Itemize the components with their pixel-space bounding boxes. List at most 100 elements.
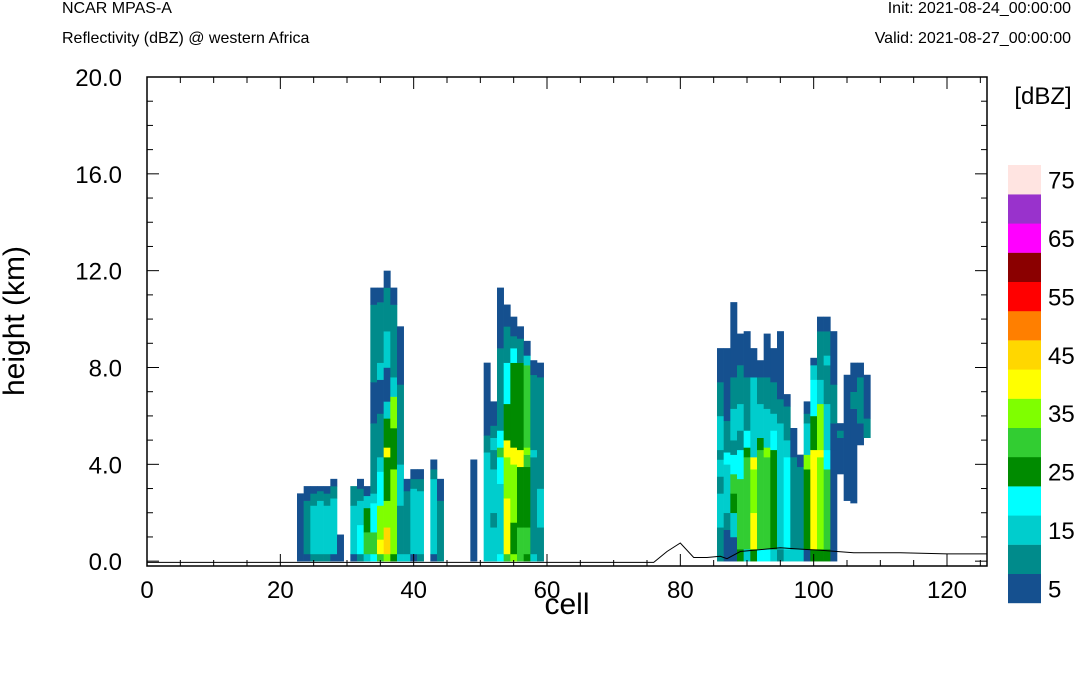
reflectivity-cell — [363, 532, 371, 555]
reflectivity-cell — [323, 553, 331, 562]
reflectivity-cell — [830, 384, 838, 424]
reflectivity-cell — [837, 437, 844, 475]
reflectivity-cell — [523, 365, 531, 448]
reflectivity-cell — [817, 403, 824, 451]
reflectivity-cell — [497, 553, 504, 562]
reflectivity-cell — [503, 457, 511, 499]
y-tick-label: 12.0 — [75, 259, 122, 286]
colorbar-swatch — [1008, 311, 1041, 341]
reflectivity-cell — [350, 505, 358, 555]
reflectivity-cells — [297, 270, 871, 562]
valid-time: Valid: 2021-08-27_00:00:00 — [874, 30, 1071, 47]
reflectivity-cell — [417, 553, 424, 562]
reflectivity-cell — [437, 478, 444, 501]
reflectivity-cell — [737, 449, 744, 480]
reflectivity-cell — [323, 486, 331, 494]
reflectivity-cell — [743, 377, 751, 431]
y-tick-label: 16.0 — [75, 162, 122, 189]
plot-frame — [146, 76, 988, 567]
colorbar-swatch — [1008, 544, 1041, 574]
reflectivity-cell — [750, 377, 758, 458]
reflectivity-cell — [397, 553, 404, 562]
reflectivity-cell — [750, 512, 758, 550]
reflectivity-cell — [317, 486, 324, 492]
reflectivity-cell — [730, 454, 738, 475]
colorbar-unit: [dBZ] — [1014, 83, 1071, 110]
reflectivity-cell — [830, 423, 838, 451]
reflectivity-cell — [317, 500, 324, 555]
reflectivity-cell — [377, 302, 384, 363]
reflectivity-cell — [810, 449, 818, 550]
reflectivity-cell — [390, 304, 398, 378]
reflectivity-cell — [730, 493, 738, 514]
reflectivity-cell — [377, 362, 384, 380]
reflectivity-cell — [417, 490, 424, 555]
x-tick-label: 40 — [400, 577, 427, 604]
colorbar-label: 5 — [1048, 576, 1061, 603]
colorbar-label: 35 — [1048, 401, 1075, 428]
reflectivity-cell — [303, 553, 311, 562]
reflectivity-cell — [717, 348, 724, 383]
colorbar-swatch — [1008, 165, 1041, 195]
reflectivity-cell — [717, 459, 724, 477]
reflectivity-cell — [863, 374, 871, 419]
reflectivity-cell — [497, 430, 504, 448]
reflectivity-cell — [370, 304, 378, 383]
reflectivity-cell — [397, 326, 404, 385]
reflectivity-cell — [430, 459, 438, 470]
colorbar-swatch — [1008, 427, 1041, 458]
reflectivity-cell — [717, 415, 724, 451]
reflectivity-cell — [730, 408, 738, 441]
reflectivity-cell — [783, 406, 791, 441]
reflectivity-cell — [530, 553, 538, 562]
reflectivity-cell — [770, 549, 778, 562]
reflectivity-cell — [770, 348, 778, 383]
reflectivity-cell — [810, 379, 818, 417]
reflectivity-cell — [823, 316, 831, 332]
reflectivity-cell — [803, 423, 811, 455]
reflectivity-cell — [357, 524, 364, 555]
reflectivity-cell — [310, 553, 318, 562]
reflectivity-cell — [857, 423, 864, 446]
reflectivity-cell — [497, 457, 504, 484]
reflectivity-cell — [763, 333, 771, 378]
reflectivity-cell — [783, 549, 791, 562]
reflectivity-cell — [317, 553, 324, 562]
field-subtitle: Reflectivity (dBZ) @ western Africa — [62, 30, 310, 47]
reflectivity-cell — [830, 549, 838, 562]
reflectivity-cell — [817, 331, 824, 380]
reflectivity-cell — [523, 527, 531, 555]
y-tick-label: 8.0 — [89, 355, 122, 382]
y-tick-label: 20.0 — [75, 65, 122, 92]
reflectivity-cell — [383, 287, 391, 332]
reflectivity-cell — [510, 522, 518, 555]
reflectivity-cell — [737, 365, 744, 405]
colorbar-swatch — [1008, 194, 1041, 224]
reflectivity-cell — [770, 449, 778, 550]
reflectivity-cell — [363, 495, 371, 509]
reflectivity-cell — [490, 449, 498, 470]
reflectivity-cell — [523, 553, 531, 562]
reflectivity-cell — [490, 425, 498, 438]
reflectivity-cell — [730, 302, 738, 378]
reflectivity-cell — [723, 529, 731, 562]
reflectivity-cell — [837, 430, 844, 438]
colorbar-swatch — [1008, 398, 1041, 428]
reflectivity-cell — [763, 549, 771, 562]
reflectivity-cell — [497, 447, 504, 458]
reflectivity-cell — [510, 348, 518, 363]
reflectivity-cell — [823, 449, 831, 470]
reflectivity-cell — [350, 486, 358, 506]
reflectivity-cell — [777, 398, 784, 424]
reflectivity-cell — [830, 449, 838, 550]
reflectivity-cell — [737, 478, 744, 550]
reflectivity-cell — [737, 549, 744, 562]
reflectivity-cell — [390, 377, 398, 397]
reflectivity-cell — [737, 430, 744, 451]
reflectivity-cell — [383, 553, 391, 562]
reflectivity-cell — [763, 377, 771, 409]
x-tick-label: 80 — [667, 577, 694, 604]
reflectivity-cell — [390, 396, 398, 429]
reflectivity-cell — [770, 430, 778, 451]
reflectivity-cell — [723, 464, 731, 514]
